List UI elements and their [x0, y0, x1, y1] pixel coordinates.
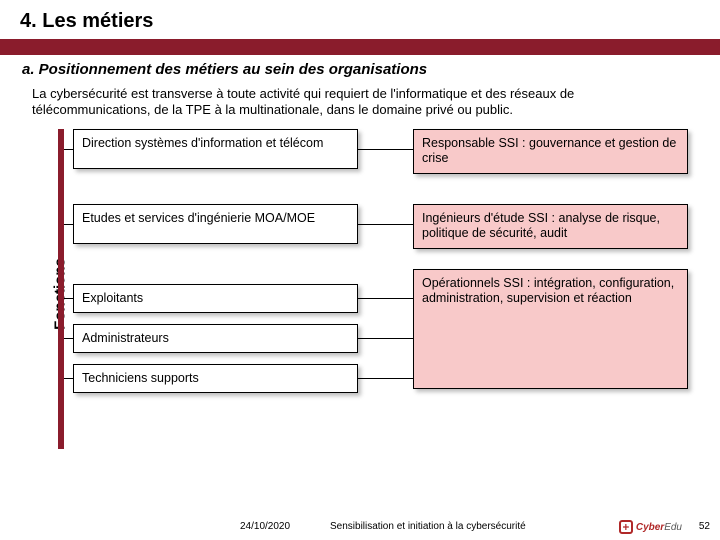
diagram: Fonctions Direction systèmes d'informati… — [18, 129, 702, 459]
footer-page-number: 52 — [699, 521, 710, 532]
connector-9 — [358, 378, 413, 379]
right-box-1: Ingénieurs d'étude SSI : analyse de risq… — [413, 204, 688, 249]
section-subtitle: a. Positionnement des métiers au sein de… — [0, 55, 720, 82]
connector-3 — [64, 338, 73, 339]
slide-title: 4. Les métiers — [0, 0, 720, 39]
left-box-0: Direction systèmes d'information et télé… — [73, 129, 358, 169]
footer: 24/10/2020 Sensibilisation et initiation… — [0, 514, 720, 534]
connector-5 — [358, 149, 413, 150]
connector-1 — [64, 224, 73, 225]
footer-logo: CyberEdu — [619, 520, 682, 534]
header-band — [0, 39, 720, 55]
logo-icon — [619, 520, 633, 534]
footer-date: 24/10/2020 — [240, 521, 290, 532]
intro-text: La cybersécurité est transverse à toute … — [0, 82, 720, 129]
right-box-0: Responsable SSI : gouvernance et gestion… — [413, 129, 688, 174]
left-box-4: Techniciens supports — [73, 364, 358, 394]
connector-8 — [358, 338, 413, 339]
left-box-3: Administrateurs — [73, 324, 358, 354]
vertical-bar — [58, 129, 64, 449]
connector-0 — [64, 149, 73, 150]
connector-6 — [358, 224, 413, 225]
right-box-2: Opérationnels SSI : intégration, configu… — [413, 269, 688, 389]
left-box-2: Exploitants — [73, 284, 358, 314]
connector-7 — [358, 298, 413, 299]
connector-2 — [64, 298, 73, 299]
left-box-1: Etudes et services d'ingénierie MOA/MOE — [73, 204, 358, 244]
connector-4 — [64, 378, 73, 379]
logo-text: CyberEdu — [636, 522, 682, 533]
footer-course: Sensibilisation et initiation à la cyber… — [330, 521, 526, 532]
